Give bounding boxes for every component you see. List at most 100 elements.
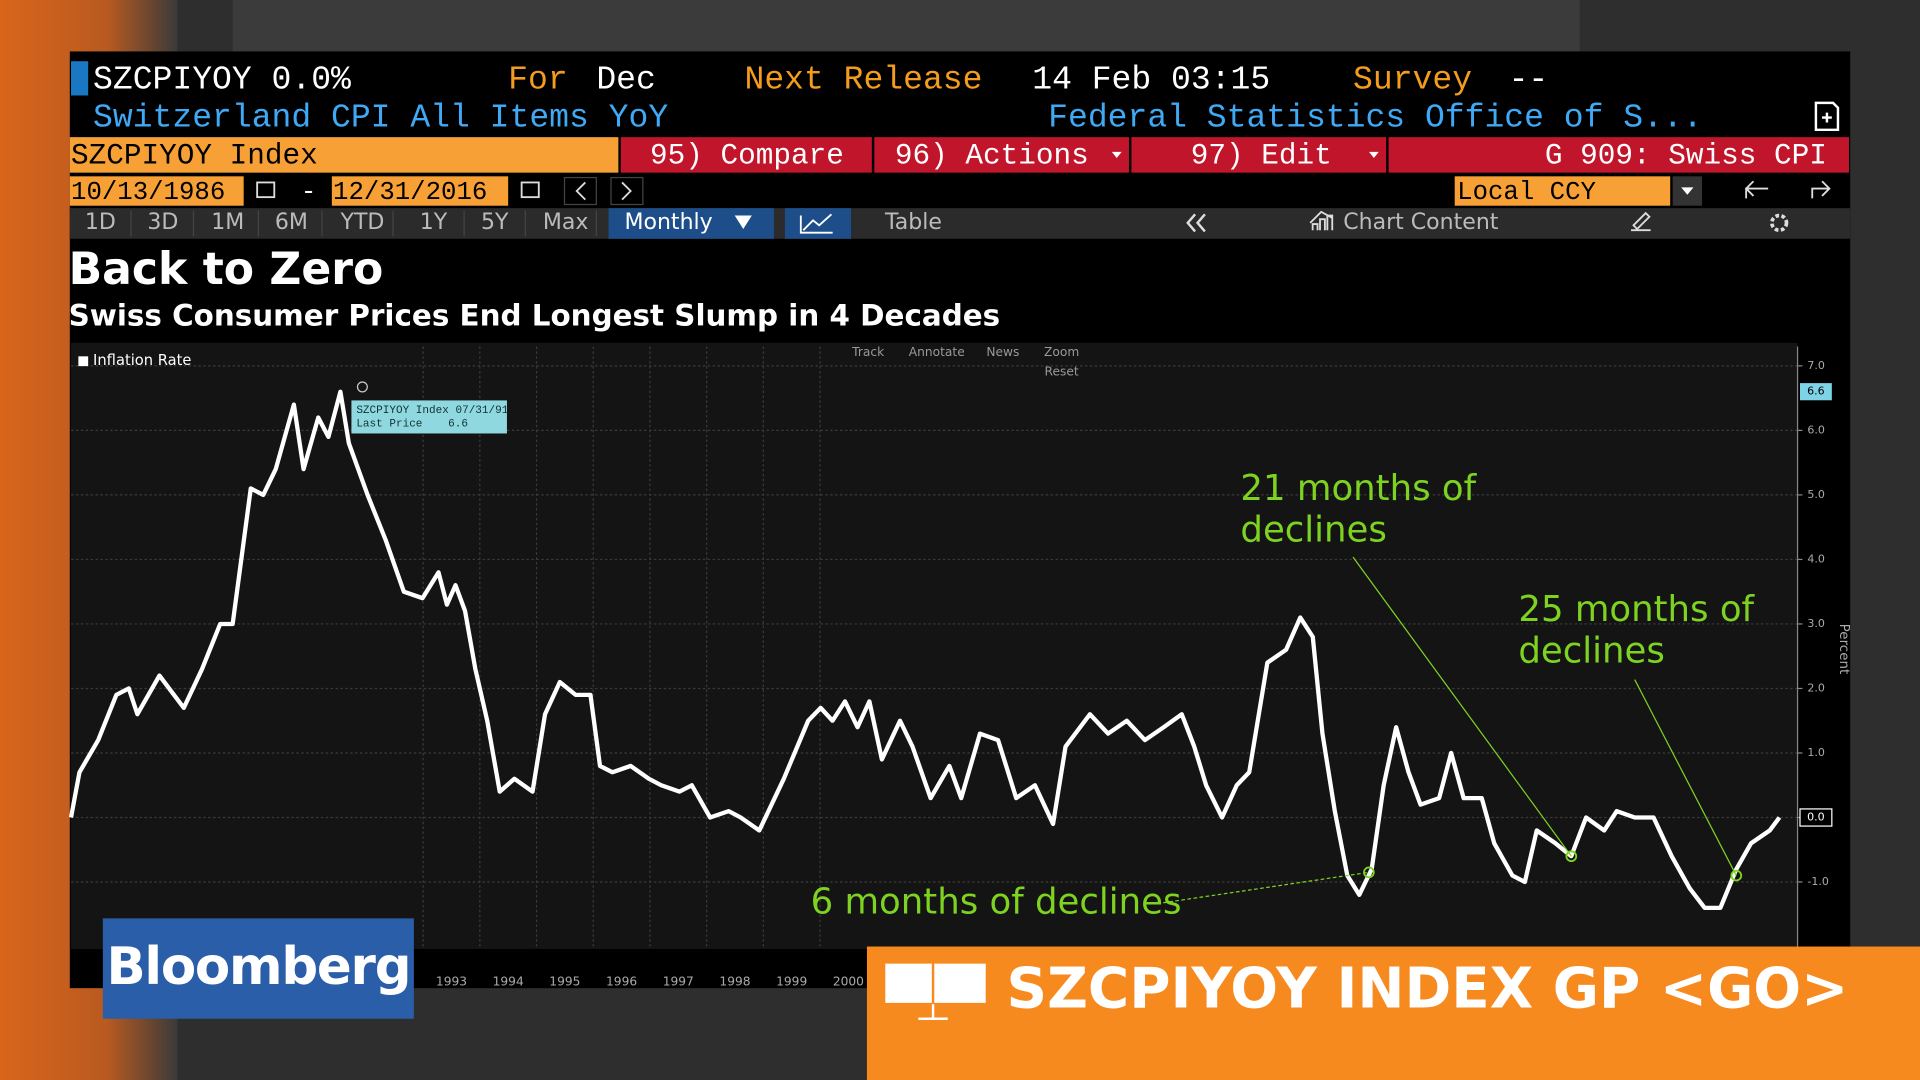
- period-button[interactable]: 1D: [85, 210, 116, 235]
- price-tag-label: 0.0: [1807, 810, 1825, 823]
- chart-content-icon: [1309, 210, 1334, 231]
- period-button[interactable]: Max: [543, 210, 589, 235]
- edit[interactable]: 97) Edit: [1191, 139, 1332, 172]
- annotation-text: declines: [1240, 509, 1386, 550]
- value: 14 Feb 03:15: [1032, 60, 1270, 98]
- x-tick-label: 1999: [776, 975, 807, 989]
- chart-tool[interactable]: News: [986, 345, 1019, 359]
- actions-button[interactable]: [874, 137, 1129, 173]
- period-button[interactable]: 5Y: [481, 210, 509, 235]
- prev-box[interactable]: [563, 176, 597, 206]
- price-tag: [1800, 383, 1832, 401]
- x-tick-label: 1995: [549, 975, 580, 989]
- period-button[interactable]: 6M: [275, 210, 308, 235]
- x-tick-label: 1998: [719, 975, 750, 989]
- chart-tool[interactable]: Reset: [1045, 365, 1079, 379]
- y-tick-label: 5.0: [1807, 488, 1825, 501]
- price-tag: [1799, 808, 1833, 827]
- legend-checkbox[interactable]: [78, 356, 89, 367]
- series-line: [68, 389, 1782, 910]
- hover-marker: [356, 381, 368, 393]
- y-tick-label: 3.0: [1807, 617, 1825, 630]
- end-date[interactable]: 12/31/2016: [333, 178, 487, 207]
- undo-button[interactable]: [1744, 180, 1769, 199]
- brand-box: [102, 918, 414, 1019]
- actions[interactable]: 96) Actions: [895, 139, 1089, 172]
- x-tick-label: 1994: [493, 975, 524, 989]
- status-marker: [71, 61, 89, 96]
- start-date[interactable]: 10/13/1986: [71, 178, 225, 207]
- annotation-point: [1730, 869, 1743, 882]
- y-tick-label: 1.0: [1807, 746, 1825, 759]
- brand: Bloomberg: [106, 937, 410, 997]
- dropdown-arrow: [1681, 187, 1694, 195]
- legend-label[interactable]: Inflation Rate: [93, 352, 191, 369]
- value: Dec: [596, 60, 656, 98]
- dropdown-arrow: [734, 215, 752, 229]
- collapse-button[interactable]: [1186, 213, 1206, 233]
- chart-id: G 909: Swiss CPI: [1545, 139, 1827, 172]
- annotation-text: 25 months of: [1518, 589, 1755, 630]
- chart-tool[interactable]: Track: [851, 345, 885, 359]
- y-tick-label: 7.0: [1807, 359, 1825, 372]
- ticker: SZCPIYOY 0.0%: [93, 60, 351, 98]
- x-tick-label: 1996: [606, 975, 637, 989]
- security-box: [69, 137, 619, 173]
- value: --: [1509, 60, 1549, 98]
- end-date-box[interactable]: [331, 176, 509, 206]
- compare-button[interactable]: [620, 137, 872, 173]
- prev-button[interactable]: [575, 181, 586, 201]
- tooltip-title: SZCPIYOY Index 07/31/91: [356, 405, 508, 417]
- plot-area: [71, 342, 1798, 949]
- compare[interactable]: 95) Compare: [650, 139, 844, 172]
- edit-icon[interactable]: [1631, 211, 1651, 232]
- x-tick-label: 1993: [436, 975, 467, 989]
- calendar-icon[interactable]: [256, 181, 276, 199]
- tab-bar: [69, 208, 1851, 239]
- description: Switzerland CPI All Items YoY: [93, 98, 668, 136]
- chart-content[interactable]: Chart Content: [1343, 210, 1499, 235]
- command: SZCPIYOY INDEX GP <GO>: [1007, 956, 1849, 1021]
- label: Next Release: [744, 60, 982, 98]
- annotation-leader: [1634, 679, 1737, 876]
- settings-icon[interactable]: [1770, 213, 1789, 233]
- security: SZCPIYOY Index: [71, 139, 318, 172]
- period-button[interactable]: 3D: [147, 210, 178, 235]
- annotation-point: [1565, 850, 1578, 863]
- annotation-leader: [1352, 556, 1572, 857]
- redo-button[interactable]: [1811, 180, 1831, 199]
- annotation-leader: [1157, 871, 1369, 905]
- table-button[interactable]: Table: [884, 210, 942, 235]
- next-button[interactable]: [621, 181, 632, 201]
- annotation-point: [1363, 866, 1375, 879]
- studio-wall: [232, 0, 1580, 52]
- next-box[interactable]: [610, 176, 644, 206]
- period-button[interactable]: 1Y: [420, 210, 448, 235]
- tooltip-value: 6.6: [448, 419, 468, 431]
- annotation-text: 21 months of: [1240, 468, 1477, 509]
- start-date-box[interactable]: [69, 176, 244, 206]
- currency-box[interactable]: [1454, 176, 1671, 206]
- chart-id-box: [1388, 137, 1849, 173]
- chart-subtitle: Swiss Consumer Prices End Longest Slump …: [69, 299, 1001, 333]
- chart-title: Back to Zero: [69, 244, 384, 295]
- x-tick-label: 2000: [833, 975, 864, 989]
- chart-tool[interactable]: Zoom: [1044, 345, 1079, 359]
- x-tick-label: 1997: [663, 975, 694, 989]
- currency[interactable]: Local CCY: [1457, 178, 1596, 207]
- chart-tool[interactable]: Annotate: [909, 345, 965, 359]
- y-tick-label: 2.0: [1807, 681, 1825, 694]
- calendar-icon[interactable]: [520, 181, 540, 199]
- frequency[interactable]: Monthly: [624, 210, 712, 235]
- chart-icon: [799, 213, 833, 234]
- label: For: [508, 60, 568, 98]
- period-button[interactable]: 1M: [211, 210, 244, 235]
- annotation-text: declines: [1518, 631, 1664, 672]
- edit-button[interactable]: [1131, 137, 1387, 173]
- period-button[interactable]: YTD: [340, 210, 385, 235]
- date-separator: -: [301, 178, 316, 207]
- export-icon[interactable]: [1814, 101, 1840, 132]
